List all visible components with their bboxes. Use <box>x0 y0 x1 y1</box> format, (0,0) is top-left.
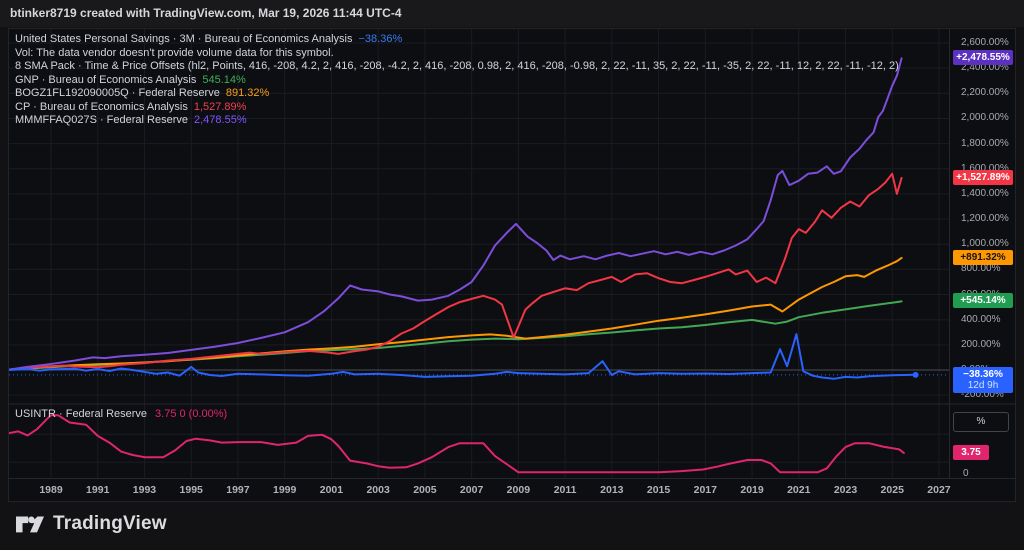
legend-symbol-text: MMMFFAQ027S · Federal Reserve <box>15 114 188 126</box>
price-badge-247855: +2,478.55% <box>953 50 1013 66</box>
sub-price-tick-label: 0 <box>963 468 969 479</box>
price-tick-label: 2,000.00% <box>961 112 1009 124</box>
series-united-states-personal-savings <box>9 333 917 380</box>
price-tick-label: 1,200.00% <box>961 213 1009 225</box>
time-axis[interactable]: 1989 1991 1993 1995 1997 1999 2001 2003 2005 2007… <box>9 478 1015 502</box>
tradingview-brand[interactable]: TradingView <box>16 512 167 536</box>
legend-symbol-text: USINTR · Federal Reserve <box>15 408 148 420</box>
legend-value: 2,478.55% <box>194 114 247 126</box>
main-pane-legend: United States Personal Savings · 3M · Bu… <box>15 33 899 128</box>
time-tick-2011: 2011 <box>553 484 577 496</box>
price-tick-label: 2,600.00% <box>961 37 1009 49</box>
series-usintr <box>9 414 905 474</box>
legend-row-sma-pack[interactable]: 8 SMA Pack · Time & Price Offsets (hl2, … <box>15 60 899 74</box>
time-tick-2027: 2027 <box>927 484 951 496</box>
countdown-label: 12d 9h <box>967 379 999 391</box>
legend-row-bogz1[interactable]: BOGZ1FL192090005Q · Federal Reserve 891.3… <box>15 87 899 101</box>
footer-bar: TradingView <box>0 502 1024 550</box>
legend-row-cp[interactable]: CP · Bureau of Economics Analysis 1,527.8… <box>15 101 899 115</box>
series-bogz1fl192090005q <box>9 256 903 371</box>
legend-row-gnp[interactable]: GNP · Bureau of Economics Analysis 545.14… <box>15 74 899 88</box>
price-badge-3836: −38.36% 12d 9h <box>953 366 1013 393</box>
tradingview-logo-icon <box>16 516 44 533</box>
percent-mode-button[interactable]: % <box>953 412 1009 432</box>
time-tick-1989: 1989 <box>39 484 63 496</box>
time-tick-2007: 2007 <box>459 484 484 496</box>
price-badge-152789: +1,527.89% <box>953 169 1013 185</box>
price-tick-label: 1,000.00% <box>961 238 1009 250</box>
legend-row-volume-note[interactable]: Vol: The data vendor doesn't provide vol… <box>15 47 899 61</box>
time-tick-2023: 2023 <box>833 484 858 496</box>
price-tick-label: 1,400.00% <box>961 187 1009 199</box>
price-tick-label: 1,800.00% <box>961 137 1009 149</box>
chart-widget[interactable]: United States Personal Savings · 3M · Bu… <box>8 28 1016 502</box>
series-cp <box>9 172 903 371</box>
main-chart-canvas[interactable] <box>9 29 1015 501</box>
price-badge-89132: +891.32% <box>953 249 1013 265</box>
time-tick-1995: 1995 <box>179 484 203 496</box>
price-scale-column[interactable]: % 2,600.00% 2,400.00% 2,200.00% 2,000.00% 1,… <box>949 29 1016 479</box>
series-last-value-dot <box>912 371 919 378</box>
price-tick-label: 800.00% <box>961 263 1001 275</box>
price-tick-label: 2,200.00% <box>961 87 1009 99</box>
time-tick-1993: 1993 <box>132 484 157 496</box>
time-tick-2021: 2021 <box>787 484 811 496</box>
legend-value: −38.36% <box>358 33 403 45</box>
price-tick-label: 200.00% <box>961 338 1001 350</box>
time-tick-2019: 2019 <box>740 484 764 496</box>
time-tick-2003: 2003 <box>366 484 390 496</box>
price-tick-label: -200.00% <box>961 389 1004 401</box>
time-tick-2009: 2009 <box>506 484 531 496</box>
time-tick-1991: 1991 <box>86 484 110 496</box>
time-tick-2005: 2005 <box>413 484 437 496</box>
legend-value: 3.75 0 (0.00%) <box>155 408 228 420</box>
time-tick-2013: 2013 <box>600 484 624 496</box>
price-tick-label: 2,400.00% <box>961 62 1009 74</box>
time-tick-2015: 2015 <box>646 484 671 496</box>
snapshot-title: btinker8719 created with TradingView.com… <box>10 6 402 20</box>
tradingview-brand-text: TradingView <box>53 513 167 534</box>
legend-row-mmmffaq[interactable]: MMMFFAQ027S · Federal Reserve 2,478.55% <box>15 114 899 128</box>
time-tick-2025: 2025 <box>880 484 904 496</box>
time-tick-2001: 2001 <box>319 484 344 496</box>
time-tick-1999: 1999 <box>272 484 297 496</box>
legend-value: 1,527.89% <box>193 100 247 113</box>
time-tick-2017: 2017 <box>693 484 717 496</box>
series-mmmffaq027s <box>9 57 903 371</box>
sub-price-badge: 3.75 <box>953 445 989 460</box>
price-tick-label: 400.00% <box>961 313 1001 325</box>
legend-sma-pack-text: 8 SMA Pack · Time & Price Offsets (hl2, … <box>15 60 899 72</box>
legend-row-personal-savings[interactable]: United States Personal Savings · 3M · Bu… <box>15 33 899 47</box>
price-badge-54514: +545.14% <box>953 293 1013 309</box>
legend-volume-note: Vol: The data vendor doesn't provide vol… <box>15 46 334 59</box>
legend-value: 891.32% <box>225 87 270 99</box>
time-tick-1997: 1997 <box>226 484 250 496</box>
series-gnp <box>9 300 903 371</box>
legend-symbol-text: BOGZ1FL192090005Q · Federal Reserve <box>15 87 220 99</box>
legend-symbol-text: CP · Bureau of Economics Analysis <box>15 100 188 113</box>
legend-symbol-text: GNP · Bureau of Economics Analysis <box>15 73 197 86</box>
sub-pane-legend[interactable]: USINTR · Federal Reserve 3.75 0 (0.00%) <box>15 408 227 420</box>
snapshot-title-bar: btinker8719 created with TradingView.com… <box>0 0 1024 27</box>
legend-value: 545.14% <box>202 73 246 86</box>
price-tick-label: 1,600.00% <box>961 162 1009 174</box>
legend-symbol-text: United States Personal Savings · 3M · Bu… <box>15 33 353 45</box>
